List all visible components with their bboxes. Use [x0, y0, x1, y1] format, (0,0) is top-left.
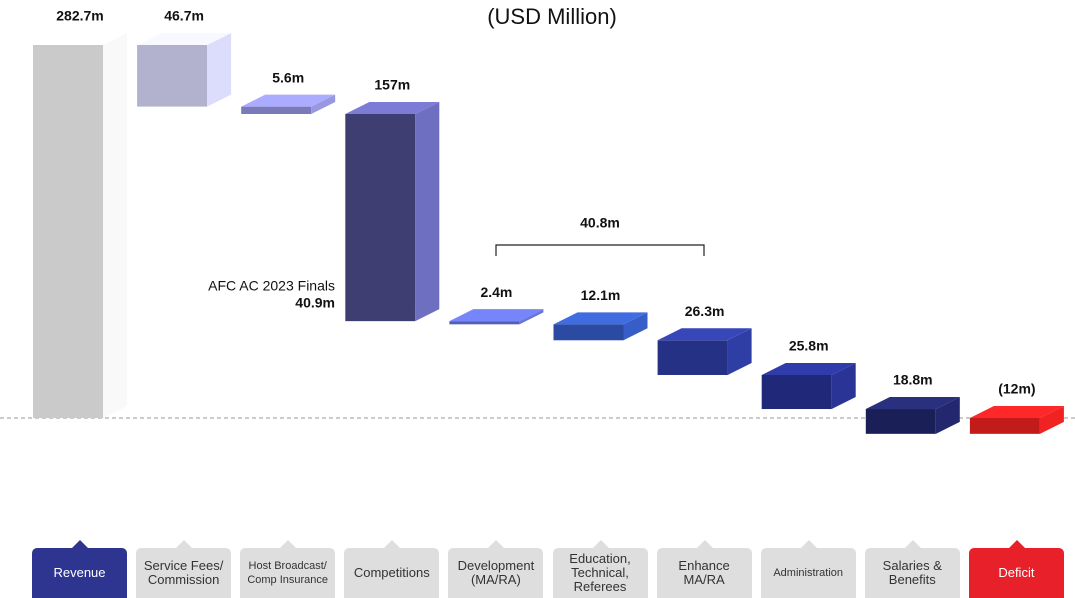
bar-side: [415, 102, 440, 322]
category-button[interactable]: Deficit: [968, 540, 1064, 598]
button-pointer: [384, 540, 401, 548]
bar-top: [33, 33, 127, 45]
category-label: Competitions: [353, 565, 430, 580]
bar-top: [345, 102, 440, 115]
bar-top: [553, 312, 648, 325]
bar-side: [207, 33, 232, 107]
bar-front: [657, 340, 728, 375]
category-label: Salaries & Benefits: [882, 558, 942, 587]
value-label: 5.6m: [272, 69, 304, 85]
button-pointer: [488, 540, 505, 548]
category-label: Administration: [773, 567, 844, 579]
category-label: Development (MA/RA): [457, 558, 535, 587]
bar-side: [935, 397, 960, 434]
bar-side: [103, 33, 127, 418]
category-button[interactable]: Revenue: [32, 540, 127, 598]
category-button[interactable]: Administration: [760, 540, 856, 598]
value-label: 46.7m: [164, 8, 204, 24]
annotation-value: 40.9m: [295, 295, 335, 311]
bar-front: [449, 321, 520, 325]
category-button[interactable]: Host Broadcast/ Comp Insurance: [240, 540, 336, 598]
category-button[interactable]: Salaries & Benefits: [864, 540, 960, 598]
bar-top: [761, 362, 856, 375]
bar-top: [657, 328, 752, 341]
bar-front: [761, 374, 832, 410]
bar-side: [1039, 406, 1064, 434]
category-button[interactable]: Service Fees/ Commission: [136, 540, 232, 598]
bar-top: [969, 406, 1064, 418]
bar-top: [449, 309, 544, 322]
value-label: 12.1m: [581, 287, 621, 303]
value-label: 25.8m: [789, 338, 829, 354]
category-label: Service Fees/ Commission: [143, 558, 224, 587]
bar-front: [553, 324, 624, 341]
button-pointer: [800, 540, 817, 548]
category-label: Host Broadcast/ Comp Insurance: [247, 560, 329, 586]
annotation: AFC AC 2023 Finals: [208, 278, 335, 294]
bar-front: [137, 45, 208, 107]
category-button[interactable]: Enhance MA/RA: [656, 540, 752, 598]
bar-front: [345, 114, 416, 322]
bar-front: [865, 409, 936, 434]
value-label: 282.7m: [56, 8, 103, 24]
bar-front: [969, 418, 1040, 434]
bar-top: [137, 33, 232, 45]
button-pointer: [1008, 540, 1025, 548]
bar-top: [865, 397, 960, 410]
value-label: (12m): [998, 381, 1035, 397]
bar-side: [519, 309, 544, 325]
value-label: 18.8m: [893, 372, 933, 388]
value-label: 26.3m: [685, 303, 725, 319]
button-pointer: [280, 540, 297, 548]
category-button[interactable]: Education, Technical, Referees: [552, 540, 648, 598]
button-pointer: [696, 540, 713, 548]
button-pointer: [72, 540, 88, 548]
category-label: Education, Technical, Referees: [569, 551, 631, 594]
value-label: 157m: [374, 77, 410, 93]
bar-front: [33, 45, 103, 418]
chart-title: (USD Million): [487, 4, 617, 29]
category-button[interactable]: Development (MA/RA): [448, 540, 544, 598]
group-bracket: [495, 244, 705, 256]
button-pointer: [592, 540, 609, 548]
category-label: Revenue: [53, 565, 106, 580]
button-pointer: [176, 540, 193, 548]
bar-top: [241, 94, 336, 107]
bar-side: [831, 362, 856, 410]
bar-side: [311, 94, 336, 115]
bar-side: [727, 328, 752, 375]
category-label: Enhance MA/RA: [678, 558, 730, 587]
button-pointer: [904, 540, 921, 548]
bar-side: [623, 312, 648, 341]
bar-front: [241, 106, 312, 115]
category-button[interactable]: Competitions: [344, 540, 440, 598]
category-label: Deficit: [998, 565, 1035, 580]
value-label: 2.4m: [480, 284, 512, 300]
group-label: 40.8m: [580, 215, 620, 231]
